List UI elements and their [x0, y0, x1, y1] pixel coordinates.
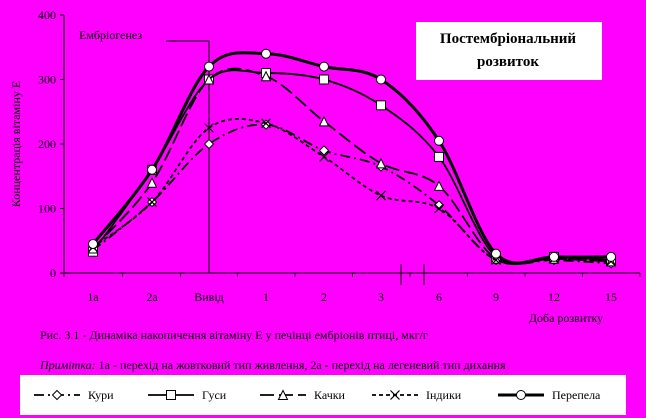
figure-note: Примітка: 1а - перехід на жовтковий тип … — [40, 358, 506, 373]
legend-label: Кури — [88, 388, 114, 402]
y-tick-label: 100 — [38, 202, 56, 216]
series-3 — [87, 67, 617, 267]
data-point — [147, 164, 157, 175]
data-point — [434, 135, 444, 146]
note-label: Примітка: — [40, 358, 96, 372]
x-tick-label: 12 — [548, 290, 560, 304]
series-line — [91, 51, 612, 265]
data-point — [319, 151, 329, 162]
y-tick-label: 300 — [38, 73, 56, 87]
data-point — [260, 119, 272, 130]
postembryonic-label-line1: Постембріональний — [440, 31, 576, 47]
figure-caption: Рис. 3.1 - Динаміка накопичення вітаміну… — [40, 328, 428, 342]
x-tick-label: 2 — [321, 290, 327, 304]
data-point — [318, 145, 330, 156]
data-point — [434, 203, 444, 214]
data-point — [203, 138, 215, 150]
x-axis-label: Доба розвитку — [529, 311, 603, 325]
data-point — [204, 122, 214, 133]
x-tick-label: 2а — [146, 290, 158, 304]
series-2 — [88, 68, 616, 266]
series-5 — [88, 48, 616, 265]
legend-swatch-marker — [166, 390, 176, 400]
data-point — [88, 238, 98, 249]
note-text: 1а - перехід на жовтковий тип живлення, … — [95, 358, 506, 372]
legend-swatch-marker — [390, 390, 400, 400]
data-point — [491, 248, 501, 259]
legend-label: Індики — [426, 388, 462, 402]
data-point — [204, 61, 214, 72]
embryogenesis-label: Ембріогенез — [79, 28, 142, 42]
data-point — [375, 157, 387, 169]
postembryonic-box — [416, 22, 602, 80]
y-tick-label: 0 — [50, 266, 56, 280]
legend-label: Гуси — [202, 388, 227, 402]
data-point — [376, 190, 386, 201]
postembryonic-label-line2: розвиток — [477, 54, 539, 70]
y-axis-label: Концентрація вітаміну Е — [9, 81, 23, 207]
data-point — [203, 73, 215, 85]
legend-label: Качки — [314, 388, 346, 402]
data-point — [260, 70, 272, 82]
legend-label: Перепела — [552, 388, 601, 402]
legend-swatch-marker — [516, 390, 526, 400]
series-line — [92, 67, 612, 266]
data-point — [146, 177, 158, 188]
x-tick-label: 15 — [605, 290, 617, 304]
x-tick-label: 9 — [493, 290, 499, 304]
data-point — [434, 151, 444, 162]
x-tick-label: Вивід — [194, 290, 224, 304]
x-tick-label: 1а — [87, 290, 99, 304]
embryogenesis-bracket — [166, 40, 210, 273]
data-point — [147, 197, 157, 207]
series-line — [92, 123, 612, 265]
legend-swatch-marker — [277, 389, 289, 400]
data-point — [606, 251, 616, 262]
data-point — [319, 61, 329, 72]
data-point — [319, 74, 329, 85]
y-tick-label: 200 — [38, 137, 56, 151]
legend-swatch-marker — [51, 389, 63, 401]
series-line — [92, 69, 612, 266]
chart-legend: Кури Гуси Качки Індики Перепела — [20, 375, 626, 415]
y-tick-label: 400 — [38, 8, 56, 22]
data-point — [549, 251, 559, 262]
series-line — [92, 117, 612, 265]
data-point — [318, 115, 330, 127]
data-point — [261, 48, 271, 59]
x-tick-label: 3 — [378, 290, 384, 304]
data-point — [261, 118, 271, 129]
data-point — [433, 180, 445, 191]
data-point — [376, 74, 386, 85]
x-tick-label: 1 — [263, 290, 269, 304]
data-point — [376, 100, 386, 111]
x-tick-label: 6 — [436, 290, 442, 304]
